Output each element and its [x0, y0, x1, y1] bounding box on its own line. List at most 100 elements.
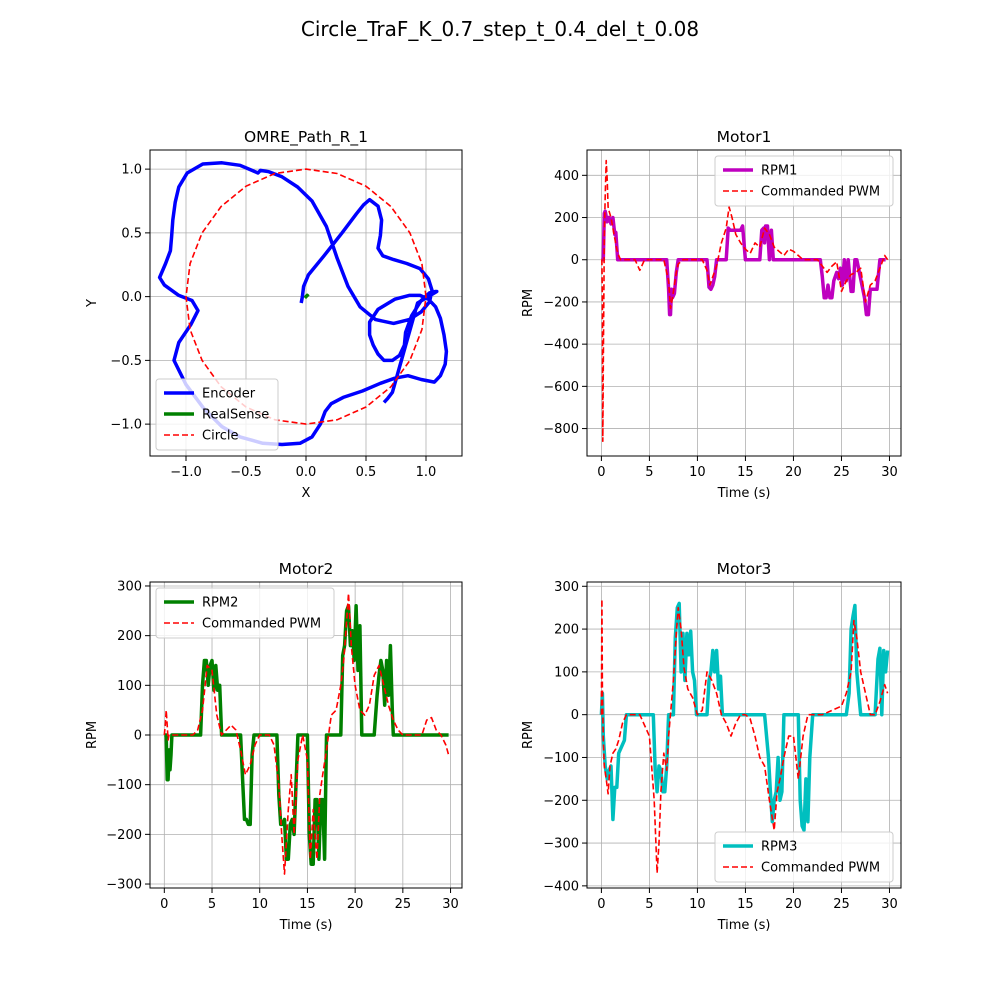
motor1-xtick-label-1: 5	[645, 465, 653, 480]
motor3-xtick-label-4: 20	[785, 897, 802, 912]
motor1-series-group	[601, 159, 889, 443]
motor3-xtick-label-1: 5	[645, 897, 653, 912]
motor2-series-commanded-pwm	[163, 592, 450, 875]
motor3-legend-label-0: RPM3	[761, 840, 797, 855]
figure-suptitle: Circle_TraF_K_0.7_step_t_0.4_del_t_0.08	[301, 17, 699, 41]
motor3-xtick-label-5: 25	[833, 897, 850, 912]
motor3-ytick-label-7: 300	[554, 580, 579, 595]
motor1-xtick-label-3: 15	[737, 465, 754, 480]
motor1-ytick-label-5: 200	[554, 211, 579, 226]
motor2-ytick-label-4: 100	[117, 679, 142, 694]
motor1-legend-box	[714, 155, 894, 207]
path-ytick-label-4: 1.0	[121, 163, 142, 178]
path-series-group	[157, 161, 449, 447]
path-xtick-label-0: −1.0	[170, 465, 202, 480]
motor1-ytick-label-2: −400	[543, 338, 579, 353]
motor3-ytick-label-5: 100	[554, 665, 579, 680]
motor1-legend-label-0: RPM1	[761, 164, 797, 179]
motor3-xlabel: Time (s)	[717, 918, 771, 933]
path-ylabel: Y	[85, 299, 100, 308]
motor2-legend-label-0: RPM2	[202, 596, 238, 611]
motor1-legend-label-1: Commanded PWM	[761, 185, 880, 200]
motor3-ytick-label-3: −100	[543, 751, 579, 766]
path-ytick-label-2: 0.0	[121, 290, 142, 305]
motor2-title: Motor2	[279, 560, 334, 578]
motor2-ytick-label-1: −200	[106, 828, 142, 843]
motor1-ytick-label-1: −600	[543, 380, 579, 395]
motor3-ytick-label-2: −200	[543, 794, 579, 809]
motor2-ytick-label-0: −300	[106, 878, 142, 893]
motor2-xtick-label-6: 30	[442, 897, 459, 912]
motor3-ytick-label-6: 200	[554, 623, 579, 638]
path-series-circle	[185, 168, 427, 425]
path-legend-box	[155, 378, 279, 451]
path-panel: −1.0 −0.5 0.0 0.5 1.0 −1.0 −0.5 0.0 0.5 1.0 OMRE_P…	[85, 128, 463, 501]
motor1-axes-frame	[586, 149, 902, 457]
motor1-xtick-label-2: 10	[689, 465, 706, 480]
motor1-xtick-label-6: 30	[881, 465, 898, 480]
motor1-series-commanded-pwm	[601, 159, 889, 443]
motor2-series-rpm2	[164, 604, 449, 866]
path-xtick-label-2: 0.0	[296, 465, 317, 480]
motor1-ytick-label-0: −800	[543, 422, 579, 437]
motor1-xtick-label-0: 0	[597, 465, 605, 480]
motor3-xtick-label-2: 10	[689, 897, 706, 912]
motor2-xtick-label-5: 25	[395, 897, 412, 912]
motor3-ylabel: RPM	[521, 721, 536, 749]
motor2-xtick-label-2: 10	[251, 897, 268, 912]
motor3-series-rpm3	[599, 601, 890, 832]
motor3-axes-frame	[586, 581, 902, 889]
motor2-legend: RPM2 Commanded PWM	[155, 587, 335, 639]
motor3-ytick-label-0: −400	[543, 879, 579, 894]
motor1-xtick-label-5: 25	[833, 465, 850, 480]
path-legend-label-1: RealSense	[202, 408, 269, 423]
motor1-ytick-label-6: 400	[554, 169, 579, 184]
path-legend-label-0: Encoder	[202, 387, 256, 402]
motor1-xlabel: Time (s)	[717, 486, 771, 501]
motor2-xtick-label-4: 20	[347, 897, 364, 912]
motor2-ytick-label-3: 0	[134, 729, 142, 744]
path-xtick-label-1: −0.5	[230, 465, 262, 480]
motor3-title: Motor3	[717, 560, 772, 578]
path-series-encoder	[157, 161, 449, 447]
motor1-xtick-label-4: 20	[785, 465, 802, 480]
motor2-ylabel: RPM	[85, 721, 100, 749]
path-xlabel: X	[302, 486, 311, 501]
path-legend-label-2: Circle	[202, 429, 239, 444]
motor3-series-commanded-pwm	[600, 598, 889, 874]
path-ytick-label-3: 0.5	[121, 226, 142, 241]
motor1-panel: 0 5 10 15 20 25 30 −800 −600 −400 −200 0 200 400 Motor…	[521, 128, 902, 501]
motor3-legend-box	[714, 831, 894, 883]
motor2-ytick-label-6: 300	[117, 579, 142, 594]
motor2-panel: 0 5 10 15 20 25 30 −300 −200 −100 0 100 200 300 Motor2…	[85, 560, 463, 933]
motor3-legend-label-1: Commanded PWM	[761, 861, 880, 876]
motor3-xtick-label-6: 30	[881, 897, 898, 912]
motor2-xtick-label-0: 0	[160, 897, 168, 912]
motor1-ylabel: RPM	[521, 289, 536, 317]
motor2-xlabel: Time (s)	[279, 918, 333, 933]
motor2-xtick-label-1: 5	[208, 897, 216, 912]
motor2-series-group	[163, 592, 450, 875]
motor2-xtick-label-3: 15	[299, 897, 316, 912]
path-ytick-label-1: −0.5	[110, 354, 142, 369]
motor3-panel: 0 5 10 15 20 25 30 −400 −300 −200 −100 0 100 200 300 Mo…	[521, 560, 902, 933]
motor2-ytick-label-2: −100	[106, 778, 142, 793]
path-series-realsense	[303, 293, 310, 300]
motor1-ytick-label-3: −200	[543, 295, 579, 310]
motor2-ytick-label-5: 200	[117, 629, 142, 644]
motor2-legend-label-1: Commanded PWM	[202, 617, 321, 632]
motor3-ytick-label-4: 0	[571, 708, 579, 723]
motor1-legend: RPM1 Commanded PWM	[714, 155, 894, 207]
motor3-series-group	[599, 598, 890, 874]
path-legend: Encoder RealSense Circle	[155, 378, 279, 451]
motor3-xtick-label-0: 0	[597, 897, 605, 912]
path-xtick-label-3: 0.5	[356, 465, 377, 480]
motor1-title: Motor1	[717, 128, 772, 146]
path-xtick-label-4: 1.0	[416, 465, 437, 480]
motor3-legend: RPM3 Commanded PWM	[714, 831, 894, 883]
path-ytick-label-0: −1.0	[110, 418, 142, 433]
motor3-xtick-label-3: 15	[737, 897, 754, 912]
motor3-ytick-label-1: −300	[543, 837, 579, 852]
path-title: OMRE_Path_R_1	[244, 128, 368, 147]
